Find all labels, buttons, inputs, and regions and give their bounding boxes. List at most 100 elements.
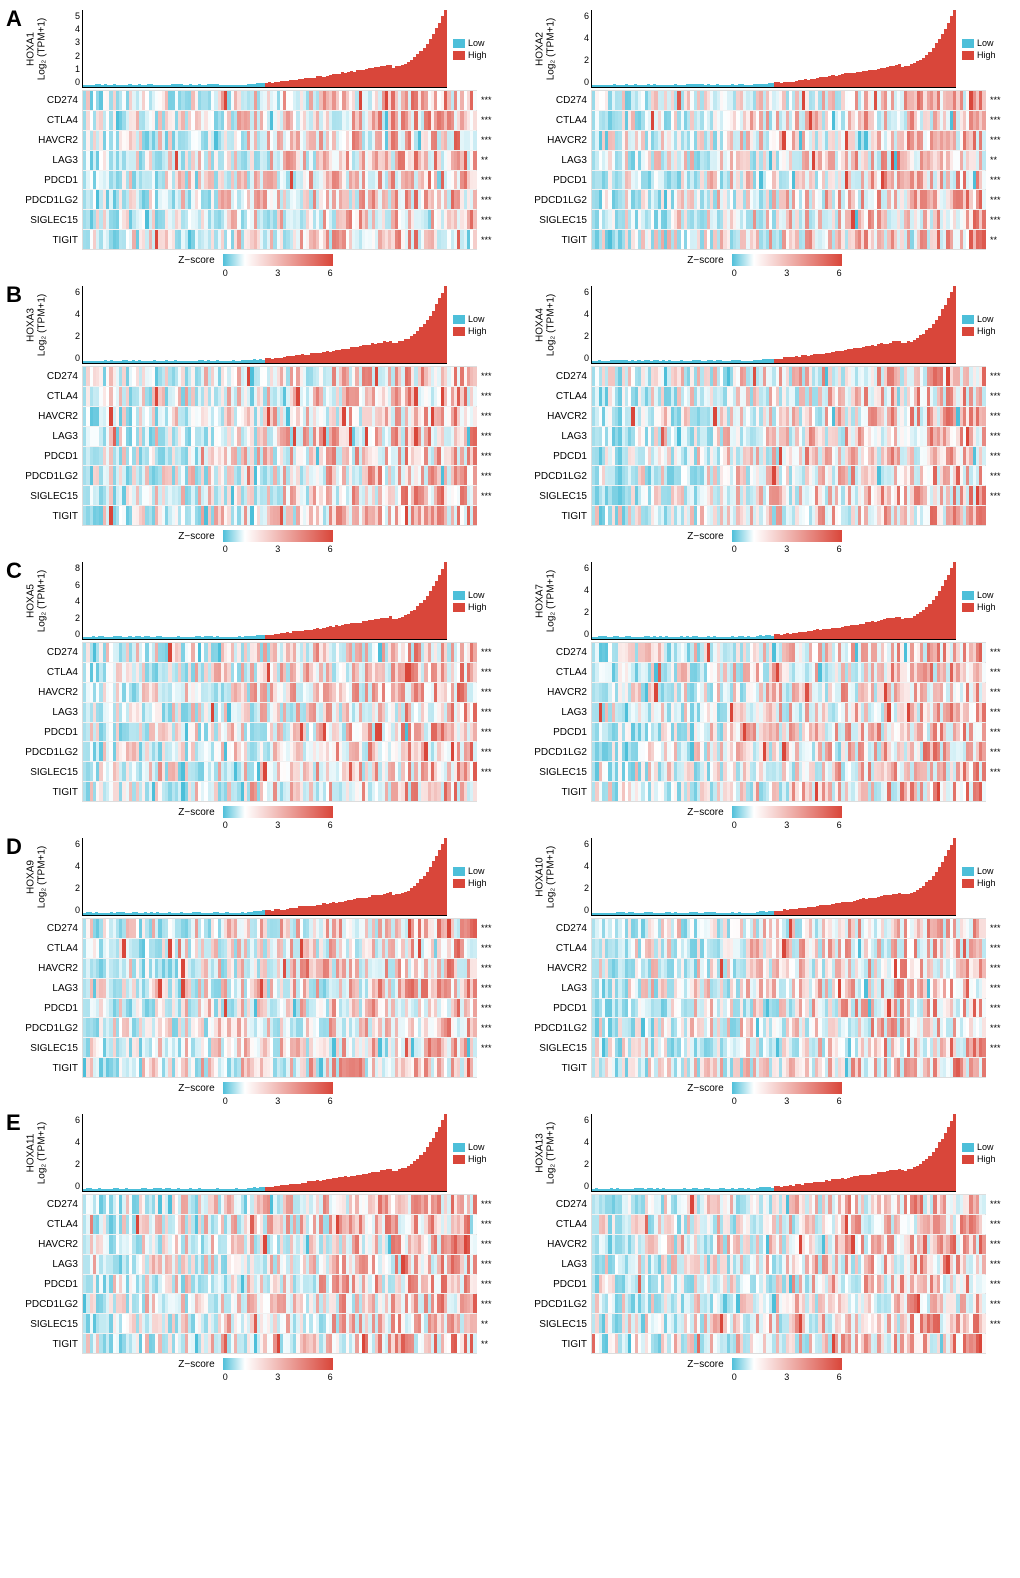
significance-mark: ***	[477, 722, 503, 742]
gene-row-labels: CD274CTLA4HAVCR2LAG3PDCD1PDCD1LG2SIGLEC1…	[517, 90, 591, 250]
heatmap-row	[83, 1215, 476, 1235]
y-axis-ticks: 6420	[577, 562, 591, 640]
gene-label: HAVCR2	[8, 958, 82, 978]
significance-mark: ***	[986, 1294, 1012, 1314]
legend-item: High	[453, 878, 503, 888]
heatmap-row	[83, 703, 476, 723]
zscore-legend: Z−score036	[517, 530, 1012, 554]
legend-swatch	[962, 591, 974, 600]
legend-swatch	[453, 603, 465, 612]
legend-label: High	[468, 1154, 487, 1164]
heatmap-row	[83, 506, 476, 525]
gene-row-labels: CD274CTLA4HAVCR2LAG3PDCD1PDCD1LG2SIGLEC1…	[8, 918, 82, 1078]
panel-HOXA3: HOXA3Log₂ (TPM+1)6420LowHighCD274CTLA4HA…	[8, 286, 503, 554]
zscore-gradient: 036	[732, 530, 842, 542]
gene-label: PDCD1	[517, 1274, 591, 1294]
legend-label: High	[977, 50, 996, 60]
zscore-gradient: 036	[223, 806, 333, 818]
gene-label: PDCD1	[517, 446, 591, 466]
heatmap-row	[592, 466, 985, 486]
significance-mark: ***	[986, 406, 1012, 426]
gene-label: SIGLEC15	[8, 762, 82, 782]
zscore-label: Z−score	[687, 807, 723, 818]
zscore-gradient: 036	[223, 1358, 333, 1370]
gene-label: LAG3	[8, 150, 82, 170]
legend-item: Low	[962, 38, 1012, 48]
y-axis-label: HOXA2Log₂ (TPM+1)	[535, 18, 557, 81]
heatmap-row	[83, 1314, 476, 1334]
heatmap: CD274CTLA4HAVCR2LAG3PDCD1PDCD1LG2SIGLEC1…	[8, 642, 503, 802]
y-axis-ticks: 6420	[577, 286, 591, 364]
y-axis-label: HOXA9Log₂ (TPM+1)	[26, 846, 48, 909]
significance-mark: ***	[477, 1038, 503, 1058]
zscore-label: Z−score	[178, 1359, 214, 1370]
heatmap-row	[592, 407, 985, 427]
zscore-legend: Z−score036	[517, 1358, 1012, 1382]
gene-label: CD274	[517, 366, 591, 386]
legend-item: High	[453, 602, 503, 612]
legend-label: Low	[468, 866, 485, 876]
heatmap-row	[592, 762, 985, 782]
significance-mark: ***	[986, 486, 1012, 506]
legend-label: Low	[977, 590, 994, 600]
heatmap-row	[83, 427, 476, 447]
zscore-legend: Z−score036	[8, 806, 503, 830]
y-axis-ticks: 6420	[68, 286, 82, 364]
heatmap-row	[592, 1018, 985, 1038]
gene-label: LAG3	[517, 978, 591, 998]
heatmap-row	[83, 939, 476, 959]
gene-label: HAVCR2	[8, 406, 82, 426]
gene-label: PDCD1	[8, 722, 82, 742]
significance-mark: ***	[986, 642, 1012, 662]
gene-label: CD274	[8, 642, 82, 662]
y-axis-label: HOXA4Log₂ (TPM+1)	[535, 294, 557, 357]
heatmap-row	[83, 91, 476, 111]
significance-mark: ***	[477, 642, 503, 662]
heatmap-row	[83, 663, 476, 683]
legend-item: High	[962, 878, 1012, 888]
gene-label: PDCD1LG2	[8, 1294, 82, 1314]
heatmap-row	[592, 427, 985, 447]
significance-mark: ***	[986, 386, 1012, 406]
legend-swatch	[453, 867, 465, 876]
heatmap-row	[592, 506, 985, 525]
gene-label: TIGIT	[517, 506, 591, 526]
gene-label: SIGLEC15	[8, 1038, 82, 1058]
gene-label: SIGLEC15	[517, 1038, 591, 1058]
heatmap-row	[83, 979, 476, 999]
heatmap-row	[592, 111, 985, 131]
heatmap-row	[83, 782, 476, 801]
heatmap-grid	[82, 918, 477, 1078]
gene-label: SIGLEC15	[8, 486, 82, 506]
y-axis-ticks: 6420	[68, 838, 82, 916]
heatmap-row	[592, 447, 985, 467]
gene-label: TIGIT	[8, 506, 82, 526]
heatmap-row	[83, 407, 476, 427]
panel-HOXA11: HOXA11Log₂ (TPM+1)6420LowHighCD274CTLA4H…	[8, 1114, 503, 1382]
heatmap-row	[592, 939, 985, 959]
heatmap-row	[83, 999, 476, 1019]
gene-row-labels: CD274CTLA4HAVCR2LAG3PDCD1PDCD1LG2SIGLEC1…	[517, 366, 591, 526]
zscore-gradient: 036	[732, 1358, 842, 1370]
group-legend: LowHigh	[956, 838, 1012, 916]
zscore-ticks: 036	[223, 268, 333, 278]
legend-label: High	[977, 602, 996, 612]
significance-mark: ***	[986, 446, 1012, 466]
heatmap-row	[592, 171, 985, 191]
heatmap-row	[592, 742, 985, 762]
legend-item: High	[453, 1154, 503, 1164]
significance-mark: ***	[477, 406, 503, 426]
significance-mark: ***	[477, 1214, 503, 1234]
significance-mark: **	[986, 150, 1012, 170]
gene-label: TIGIT	[8, 1058, 82, 1078]
gene-label: TIGIT	[517, 782, 591, 802]
gene-label: CTLA4	[517, 662, 591, 682]
legend-item: Low	[962, 590, 1012, 600]
y-axis-ticks: 6420	[577, 1114, 591, 1192]
bar-chart-area	[82, 10, 447, 88]
heatmap-row	[592, 230, 985, 249]
legend-item: Low	[453, 590, 503, 600]
gene-label: CD274	[517, 90, 591, 110]
gene-label: CTLA4	[8, 110, 82, 130]
heatmap-row	[83, 723, 476, 743]
